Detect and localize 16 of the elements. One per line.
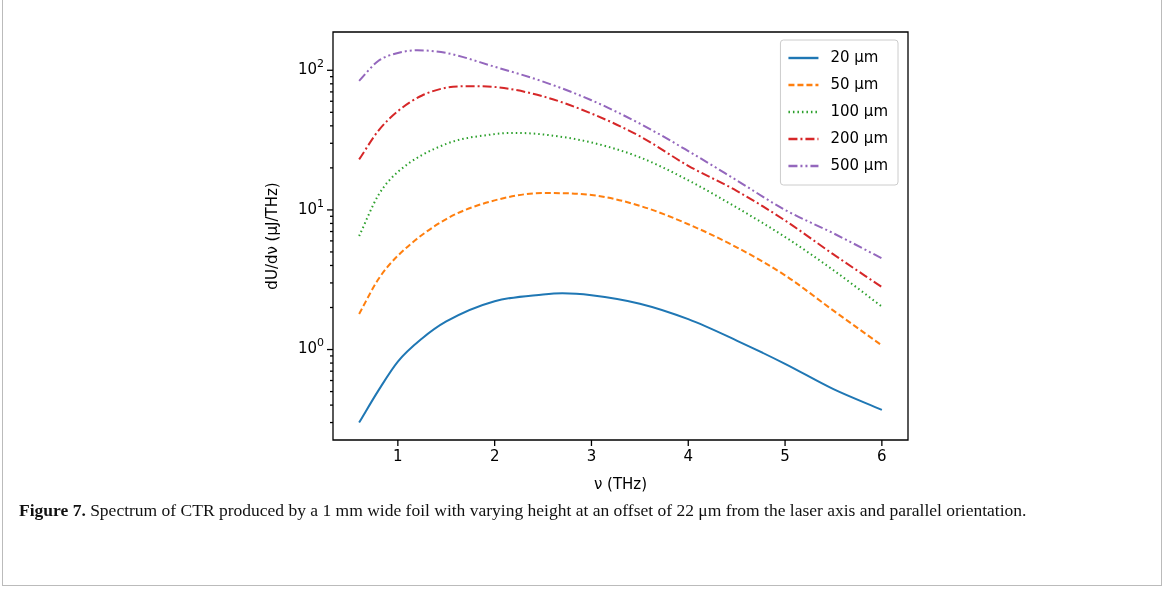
x-tick-label: 6 (877, 446, 887, 465)
legend-label: 100 μm (830, 101, 889, 120)
caption: Figure 7. Spectrum of CTR produced by a 1 mm wide foil with varying height at an offset of 22 μm from the laser axis and parallel orientation. (19, 499, 1028, 522)
x-tick-label: 5 (780, 446, 790, 465)
legend-label: 500 μm (830, 155, 889, 174)
x-tick-label: 3 (586, 446, 597, 465)
x-axis-title: ν (THz) (593, 474, 648, 493)
x-tick-label: 1 (393, 446, 403, 465)
legend-label: 200 μm (830, 128, 889, 147)
line-series (358, 292, 883, 424)
x-tick-label: 4 (683, 446, 694, 465)
x-tick-label: 2 (489, 446, 500, 465)
y-axis-title: dU/dν (μJ/THz) (262, 182, 281, 290)
line-series (358, 192, 883, 347)
legend-label: 50 μm (830, 74, 879, 93)
legend-label: 20 μm (830, 47, 879, 66)
